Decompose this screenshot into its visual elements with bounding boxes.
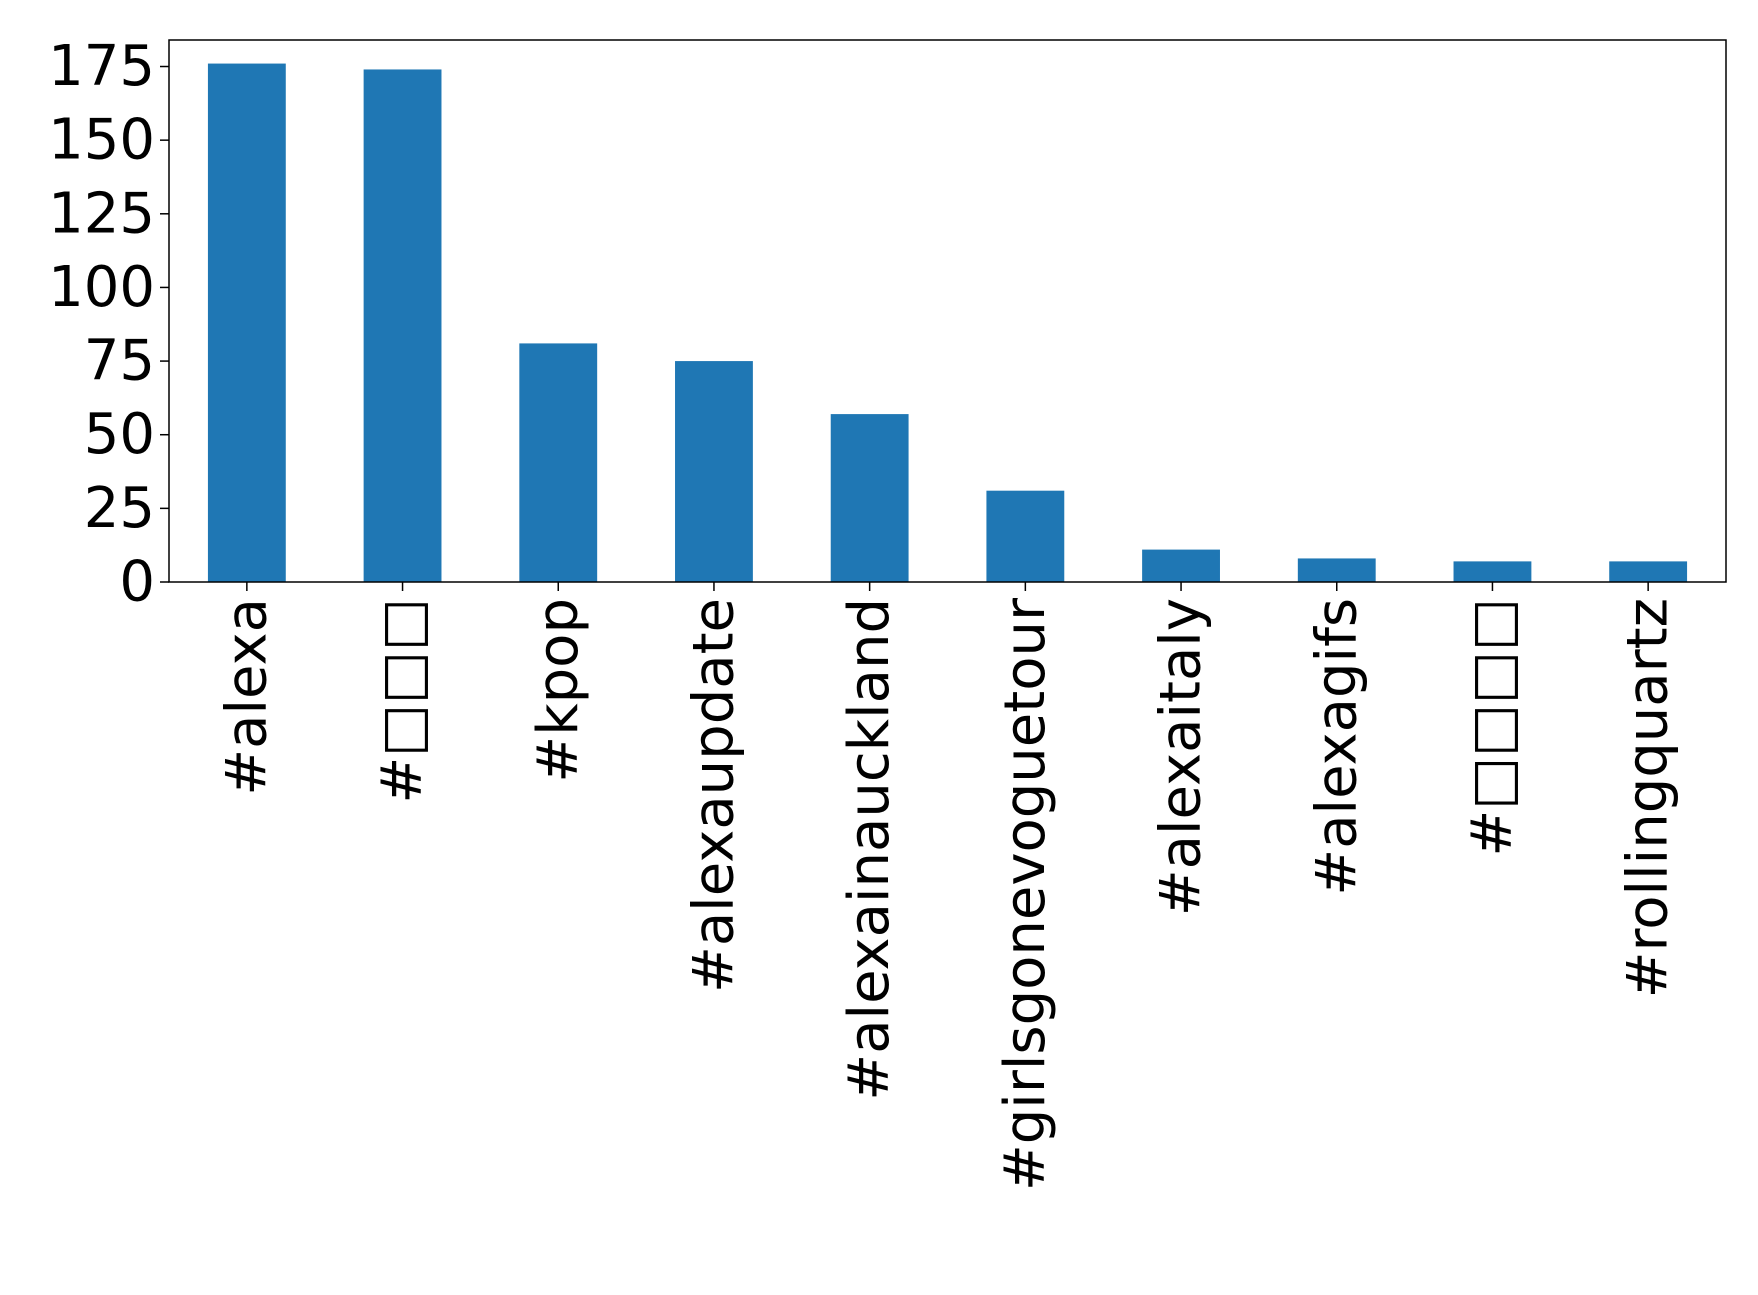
x-tick-label: #alexaitaly <box>1149 598 1214 916</box>
bar <box>519 343 598 582</box>
x-tick-label: #alexainauckland <box>837 598 902 1101</box>
x-tick-label: #alexagifs <box>1304 598 1369 896</box>
plot-frame <box>168 39 1727 583</box>
y-tick-label: 75 <box>84 329 155 394</box>
x-axis: #alexa #□□□ #kpop #alexaupdate #alexainauckl… <box>214 582 1681 1191</box>
bar <box>1297 558 1376 582</box>
bar <box>207 63 286 583</box>
bar <box>830 414 909 582</box>
bar <box>675 361 753 582</box>
y-axis: 0 25 50 75 100 125 150 175 <box>48 34 169 615</box>
y-tick-label: 125 <box>48 181 155 246</box>
y-tick-label: 50 <box>84 402 155 467</box>
x-tick-label: #□□□ <box>370 598 435 804</box>
y-tick-label: 175 <box>48 34 155 99</box>
x-tick-label: #□□□□ <box>1460 598 1525 857</box>
x-tick-label: #kpop <box>526 598 591 783</box>
bar <box>1453 561 1532 582</box>
bar <box>986 490 1065 582</box>
y-tick-label: 25 <box>84 476 155 541</box>
y-tick-label: 0 <box>119 550 155 615</box>
y-tick-label: 150 <box>48 108 155 173</box>
x-tick-label: #alexaupdate <box>681 598 746 993</box>
bar <box>1609 561 1688 582</box>
bar <box>363 69 442 582</box>
x-tick-label: #alexa <box>214 598 279 796</box>
bar <box>1142 549 1220 582</box>
x-tick-label: #girlsgonevoguetour <box>993 597 1058 1191</box>
bars-layer <box>207 63 1688 583</box>
y-tick-label: 100 <box>48 255 155 320</box>
x-tick-label: #rollingquartz <box>1616 598 1681 998</box>
